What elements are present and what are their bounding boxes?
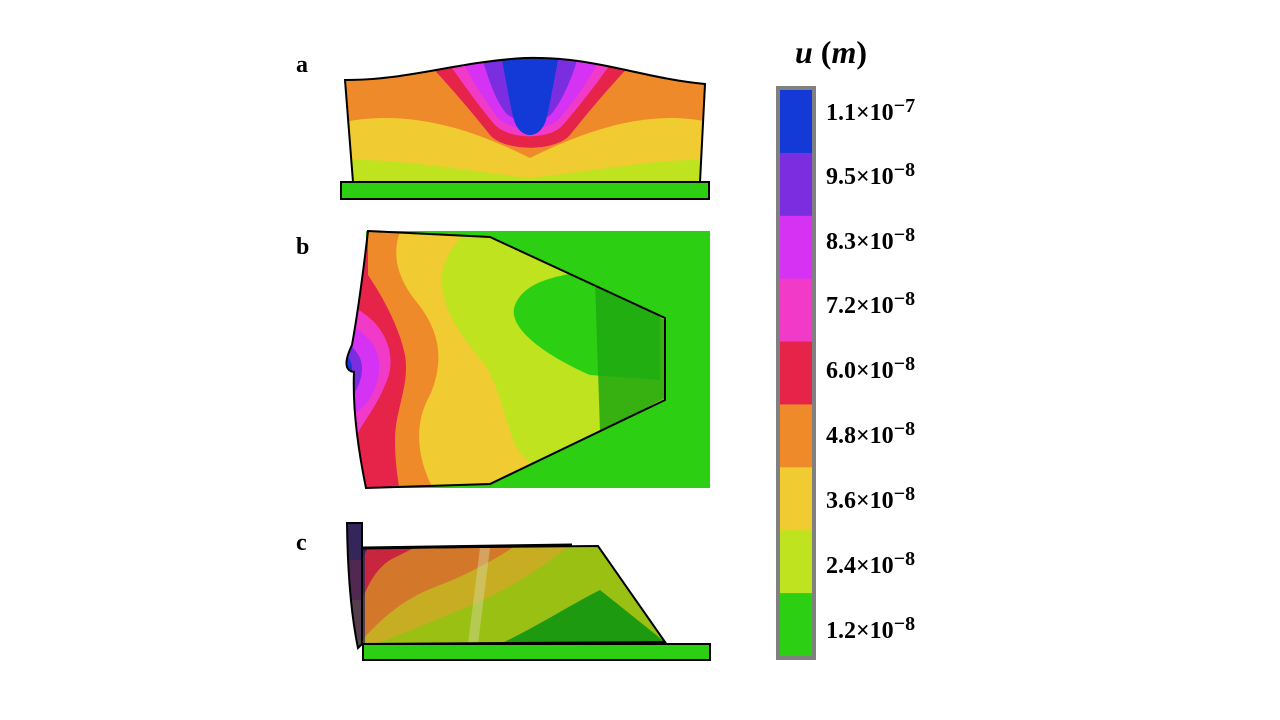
legend-tick-exponent: −7 bbox=[893, 95, 916, 117]
legend-tick-exponent: −8 bbox=[893, 548, 916, 570]
legend-tick-mantissa: 7.2×10 bbox=[826, 293, 894, 319]
legend-tick-label: 4.8×10−8 bbox=[826, 419, 915, 450]
legend-band-2 bbox=[780, 215, 812, 280]
legend-band-8 bbox=[780, 593, 812, 657]
legend-tick-exponent: −8 bbox=[893, 418, 916, 440]
legend-tick-label: 1.1×10−7 bbox=[826, 96, 915, 127]
panel-c-base-plate bbox=[362, 643, 711, 661]
legend-band-0 bbox=[780, 90, 812, 154]
legend-color-bar bbox=[780, 90, 812, 657]
legend-tick-exponent: −8 bbox=[893, 613, 916, 635]
legend-tick-label: 3.6×10−8 bbox=[826, 484, 915, 515]
legend-tick-label: 7.2×10−8 bbox=[826, 289, 915, 320]
panel-b-model bbox=[345, 229, 710, 490]
panel-label-b: b bbox=[296, 234, 310, 260]
panel-c-model bbox=[345, 522, 711, 661]
legend-band-5 bbox=[780, 404, 812, 468]
panel-label-a: a bbox=[296, 52, 308, 78]
panel-label-c: c bbox=[296, 530, 307, 556]
legend-tick-exponent: −8 bbox=[893, 483, 916, 505]
legend-title-variable: u bbox=[795, 34, 813, 70]
legend-tick-mantissa: 1.2×10 bbox=[826, 618, 894, 644]
legend-title: u (m) bbox=[795, 34, 867, 70]
legend-band-7 bbox=[780, 530, 812, 594]
legend-band-4 bbox=[780, 341, 812, 405]
legend-band-1 bbox=[780, 152, 812, 217]
legend-tick-mantissa: 1.1×10 bbox=[826, 100, 894, 126]
legend-tick-mantissa: 4.8×10 bbox=[826, 423, 894, 449]
legend-tick-label: 6.0×10−8 bbox=[826, 354, 915, 385]
panel-a-base-plate bbox=[340, 181, 710, 200]
legend-tick-label: 8.3×10−8 bbox=[826, 225, 915, 256]
legend-frame bbox=[776, 86, 816, 660]
legend-tick-label: 1.2×10−8 bbox=[826, 614, 915, 645]
legend-title-unit: m bbox=[831, 34, 857, 70]
legend-tick-mantissa: 6.0×10 bbox=[826, 358, 894, 384]
legend-tick-mantissa: 3.6×10 bbox=[826, 488, 894, 514]
legend-tick-label: 2.4×10−8 bbox=[826, 549, 915, 580]
legend-tick-mantissa: 2.4×10 bbox=[826, 553, 894, 579]
legend-band-6 bbox=[780, 467, 812, 531]
legend-tick-label: 9.5×10−8 bbox=[826, 160, 915, 191]
legend-tick-exponent: −8 bbox=[893, 159, 916, 181]
legend-tick-mantissa: 9.5×10 bbox=[826, 164, 894, 190]
legend-tick-exponent: −8 bbox=[893, 288, 916, 310]
legend-band-3 bbox=[780, 278, 812, 343]
legend-tick-exponent: −8 bbox=[893, 224, 916, 246]
legend-tick-exponent: −8 bbox=[893, 353, 916, 375]
legend-tick-mantissa: 8.3×10 bbox=[826, 229, 894, 255]
panel-a-model bbox=[340, 56, 710, 200]
